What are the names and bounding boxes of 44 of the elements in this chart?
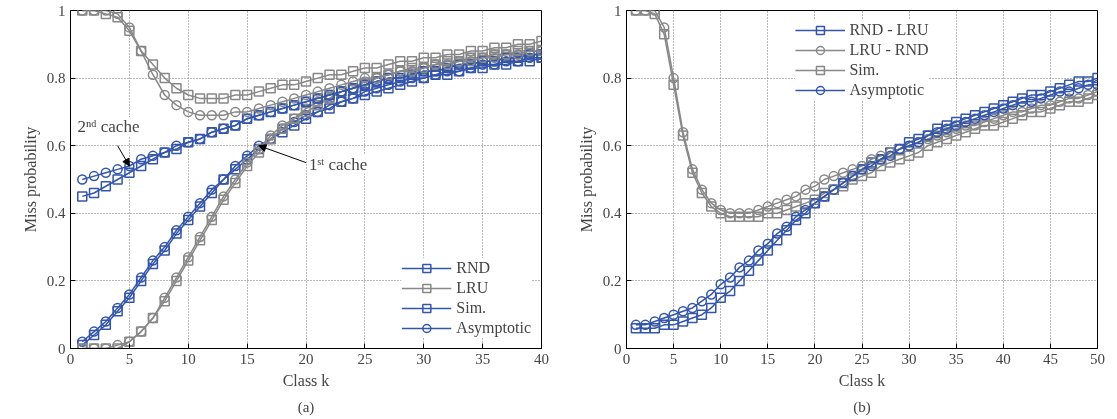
x-axis-title: Class k: [282, 371, 330, 389]
x-tick-label: 25: [854, 350, 870, 367]
y-tick-label: 0.6: [46, 137, 66, 154]
legend-label: LRU - RND: [849, 41, 929, 59]
x-tick-label: 40: [534, 350, 549, 367]
x-tick-label: 15: [760, 350, 776, 367]
legend-label: Sim.: [456, 299, 487, 317]
x-axis-title: Class k: [838, 371, 886, 389]
x-tick-label: 30: [416, 350, 432, 367]
y-tick-label: 0.4: [602, 205, 622, 222]
y-tick-label: 0.6: [602, 137, 622, 154]
y-tick-label: 1: [58, 2, 66, 19]
x-tick-label: 20: [807, 350, 823, 367]
x-tick-label: 5: [125, 350, 134, 367]
x-tick-label: 45: [1042, 350, 1058, 367]
x-tick-label: 35: [475, 350, 491, 367]
y-axis-title: Miss probability: [577, 126, 596, 233]
y-tick-label: 0.2: [602, 272, 622, 289]
x-tick-label: 30: [901, 350, 917, 367]
x-tick-label: 25: [357, 350, 373, 367]
text: (a): [297, 398, 315, 416]
legend-label: RND - LRU: [849, 21, 929, 39]
x-tick-label: 35: [948, 350, 964, 367]
x-tick-label: 15: [239, 350, 255, 367]
legend-label: LRU: [456, 279, 489, 297]
legend-label: RND: [456, 259, 491, 277]
x-tick-label: 5: [669, 350, 678, 367]
annotation: 2ⁿᵈ cache: [77, 116, 140, 136]
x-tick-label: 10: [180, 350, 196, 367]
text: (b): [853, 398, 871, 416]
x-tick-label: 40: [995, 350, 1011, 367]
y-tick-label: 0.8: [46, 70, 66, 87]
legend-label: Asymptotic: [849, 81, 925, 99]
x-tick-label: 50: [1090, 350, 1105, 367]
legend-label: Sim.: [849, 61, 880, 79]
legend-label: Asymptotic: [456, 319, 531, 337]
y-axis-title: Miss probability: [21, 126, 40, 233]
x-tick-label: 20: [298, 350, 314, 367]
y-tick-label: 0.2: [46, 272, 66, 289]
y-tick-label: 0.4: [46, 205, 66, 222]
y-tick-label: 0.8: [602, 70, 622, 87]
annotation: 1ˢᵗ cache: [308, 154, 368, 174]
x-tick-label: 10: [713, 350, 729, 367]
y-tick-label: 1: [614, 2, 622, 19]
